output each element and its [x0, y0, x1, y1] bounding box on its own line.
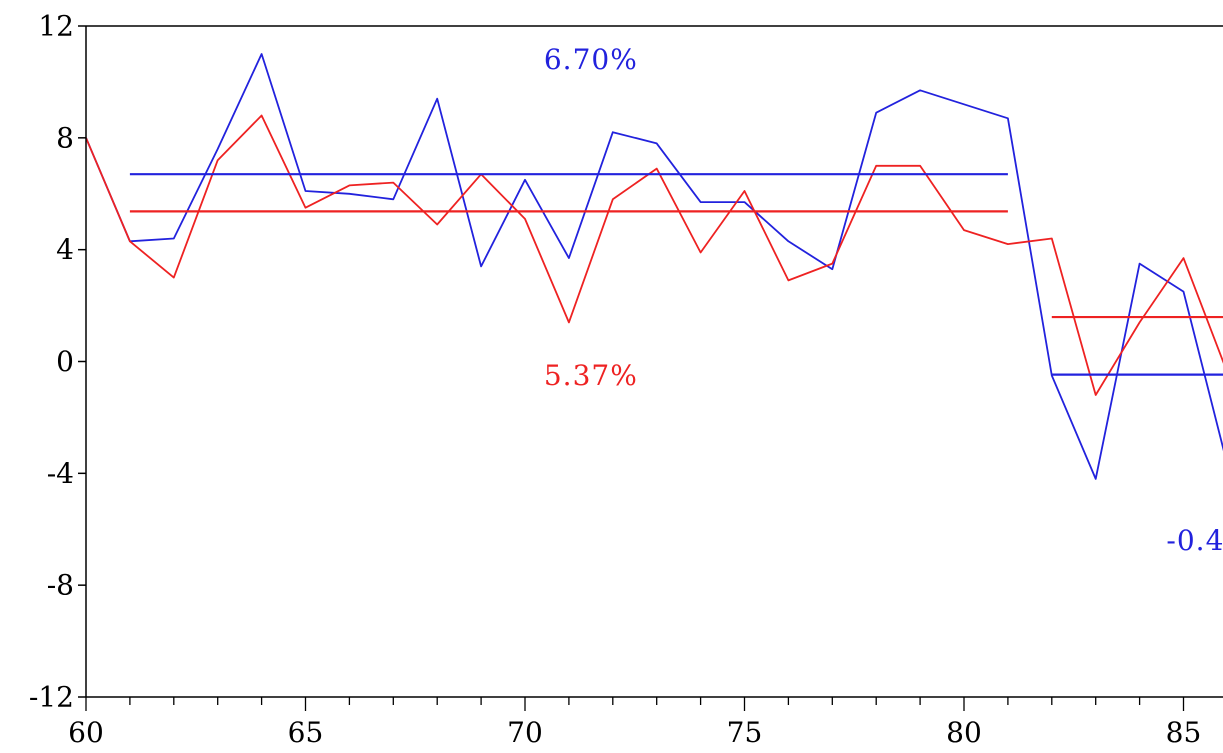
y-axis: 12 8 4 0 -4 -8 -12 [29, 10, 86, 714]
x-axis: 6065707580859095000510 [68, 697, 1202, 749]
x-tick-label: 75 [727, 716, 763, 749]
y-tick-label: -12 [29, 681, 74, 714]
y-tick-label: 8 [56, 121, 74, 154]
y-tick-label: -4 [47, 457, 74, 490]
x-tick-label: 65 [288, 716, 324, 749]
series-line-2 [85, 114, 1223, 396]
y-tick-label: 4 [56, 233, 74, 266]
series-layer [85, 53, 1223, 480]
mean-annotation-4: -0.47% [1166, 524, 1223, 557]
annotations-layer: 6.70%5.37%1.59%-0.47%2.89%2.67% [544, 43, 1223, 557]
mean-segments-layer [129, 173, 1223, 376]
y-tick-label: -8 [47, 569, 74, 602]
x-tick-label: 60 [68, 716, 104, 749]
x-tick-label: 70 [507, 716, 543, 749]
mean-annotation-1: 6.70% [544, 43, 638, 76]
y-tick-label: 12 [38, 10, 74, 43]
x-tick-label: 85 [1166, 716, 1202, 749]
y-tick-label: 0 [56, 345, 74, 378]
x-tick-label: 80 [946, 716, 982, 749]
series-line-1 [85, 53, 1223, 480]
mean-annotation-2: 5.37% [544, 359, 638, 392]
